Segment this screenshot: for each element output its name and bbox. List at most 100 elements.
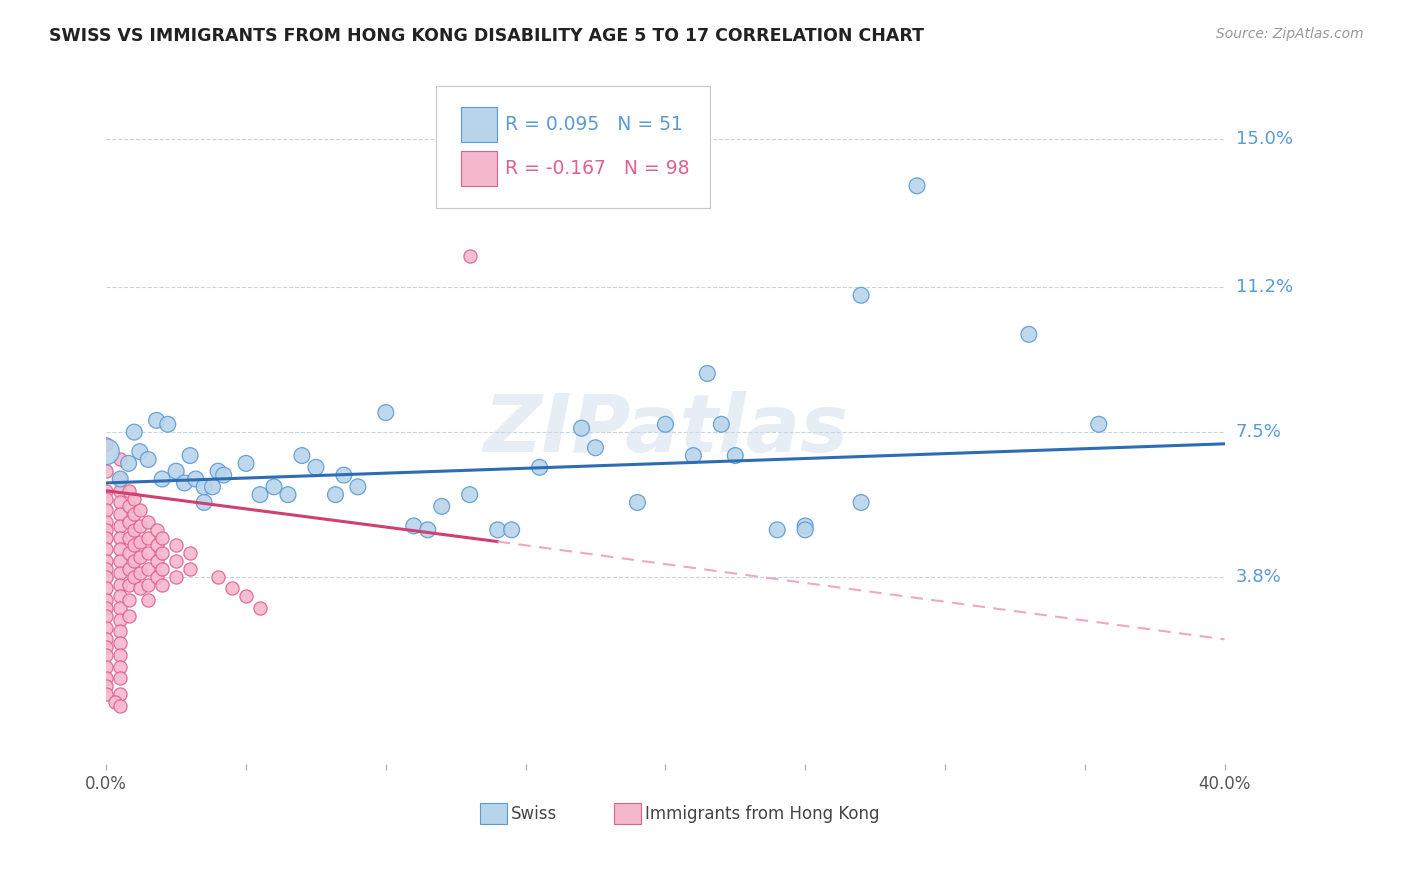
Point [305,460,328,475]
Point [249,601,271,615]
Point [110,672,132,686]
Point [96,582,118,596]
Point [201,480,224,494]
Point [145,523,167,537]
Point [145,539,167,553]
Point [145,554,167,568]
Point [235,456,257,470]
Point [122,523,145,537]
Point [696,367,718,381]
Point [1087,417,1109,432]
Point [128,550,150,565]
Point [724,449,747,463]
Point [193,495,215,509]
Point [96,659,118,673]
Point [110,601,132,615]
Text: Swiss: Swiss [510,805,557,822]
Point [117,608,139,623]
Point [96,570,118,584]
Point [96,601,118,615]
Point [430,500,453,514]
Point [347,480,370,494]
Point [110,495,132,509]
FancyBboxPatch shape [461,108,496,143]
Point [136,546,159,560]
Text: R = 0.095   N = 51: R = 0.095 N = 51 [506,115,683,135]
Point [117,500,139,514]
Point [486,523,509,537]
Point [110,542,132,557]
Point [96,491,118,506]
Point [128,444,150,458]
Point [136,452,159,467]
Point [96,503,118,517]
Point [117,456,139,470]
Point [136,593,159,607]
Point [277,488,299,502]
Point [110,659,132,673]
Point [249,488,271,502]
Point [128,519,150,533]
Point [110,590,132,604]
Point [179,546,201,560]
Point [110,636,132,650]
Point [110,452,132,467]
Point [96,632,118,647]
Point [117,546,139,560]
Point [117,577,139,591]
Point [905,178,928,193]
Point [193,480,215,494]
Point [104,695,127,709]
Point [96,437,118,451]
Point [529,460,551,475]
Point [710,417,733,432]
Text: 7.5%: 7.5% [1236,423,1282,442]
Point [165,554,187,568]
Point [136,531,159,545]
Point [96,593,118,607]
Point [145,570,167,584]
Point [96,621,118,635]
Point [212,468,235,483]
Point [128,503,150,517]
Point [235,590,257,604]
Point [122,425,145,439]
Point [626,495,648,509]
FancyBboxPatch shape [479,804,506,824]
Point [128,582,150,596]
Text: 11.2%: 11.2% [1236,278,1294,296]
Point [128,566,150,580]
Text: ZIPatlas: ZIPatlas [482,392,848,469]
Point [654,417,676,432]
Point [96,523,118,537]
Point [682,449,704,463]
Point [117,483,139,498]
Point [849,495,872,509]
Point [110,483,132,498]
Text: R = -0.167   N = 98: R = -0.167 N = 98 [506,160,690,178]
Point [96,531,118,545]
Point [117,515,139,529]
FancyBboxPatch shape [461,152,496,186]
Point [402,519,425,533]
Point [150,531,173,545]
Point [291,449,314,463]
Point [179,562,201,576]
Point [136,515,159,529]
Point [150,546,173,560]
Point [501,523,523,537]
Point [150,562,173,576]
Point [145,413,167,427]
Point [1018,327,1040,342]
Point [766,523,789,537]
Point [117,531,139,545]
Point [165,570,187,584]
Point [96,483,118,498]
Point [110,472,132,486]
Point [96,640,118,654]
Point [110,698,132,713]
Point [173,475,195,490]
Point [458,249,481,263]
Text: 3.8%: 3.8% [1236,567,1281,586]
Point [207,570,229,584]
